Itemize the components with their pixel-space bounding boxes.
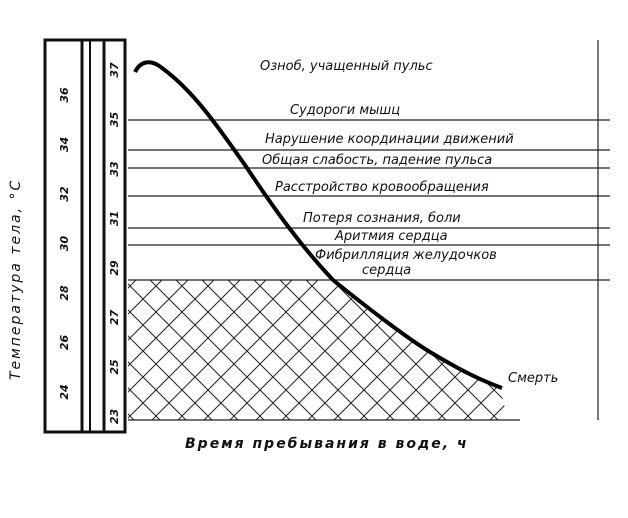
stage-lines <box>128 40 610 421</box>
stage-label: Аритмия сердца <box>334 229 448 244</box>
thermometer-labels: 36 34 32 30 28 26 24 37 35 33 31 29 27 25 23 <box>58 62 121 424</box>
x-axis-label: Время пребывания в воде, ч <box>185 436 469 452</box>
thermometer <box>43 38 127 434</box>
thermometer-label: 23 <box>108 409 121 425</box>
thermometer-label: 24 <box>58 384 71 399</box>
thermometer-label: 25 <box>108 359 121 375</box>
thermometer-label: 36 <box>58 87 71 103</box>
hatched-area <box>128 280 508 420</box>
stage-label: Общая слабость, падение пульса <box>262 153 492 168</box>
stage-label: Расстройство кровообращения <box>275 180 489 195</box>
thermometer-label: 30 <box>58 236 71 252</box>
thermometer-label: 35 <box>108 112 121 128</box>
thermometer-label: 27 <box>108 310 121 326</box>
stage-label: Нарушение координации движений <box>265 132 514 147</box>
thermometer-label: 33 <box>108 161 121 177</box>
thermometer-label: 34 <box>58 137 71 152</box>
thermometer-label: 28 <box>58 285 71 301</box>
stage-label: Смерть <box>508 371 558 386</box>
y-axis-label: Температура тела, °С <box>8 179 24 380</box>
temperature-curve <box>133 60 503 390</box>
stage-label: Потеря сознания, боли <box>303 211 461 226</box>
thermometer-label: 37 <box>108 62 121 78</box>
stage-label: Фибрилляция желудочков <box>315 248 497 263</box>
stage-label: сердца <box>362 263 411 278</box>
thermometer-label: 32 <box>58 186 71 202</box>
thermometer-label: 29 <box>108 260 121 276</box>
thermometer-label: 26 <box>58 335 71 351</box>
stage-label: Судороги мышц <box>290 103 400 118</box>
stage-label: Озноб, учащенный пульс <box>260 59 433 74</box>
thermometer-label: 31 <box>108 211 121 226</box>
